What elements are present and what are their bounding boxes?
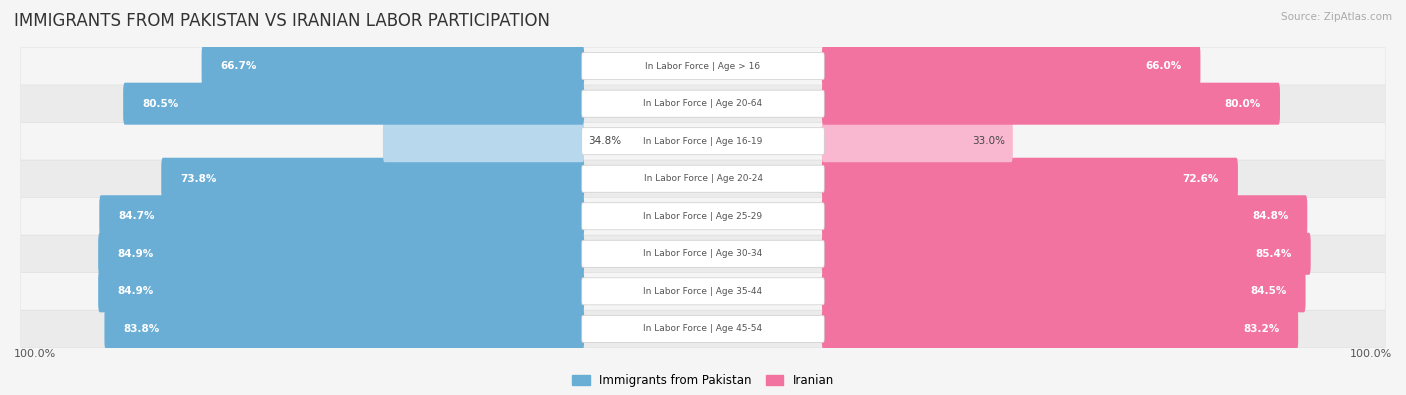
- Text: 84.5%: 84.5%: [1250, 286, 1286, 296]
- FancyBboxPatch shape: [100, 195, 583, 237]
- Text: 34.8%: 34.8%: [588, 136, 621, 146]
- Text: 84.9%: 84.9%: [117, 286, 153, 296]
- FancyBboxPatch shape: [582, 315, 824, 342]
- Text: In Labor Force | Age 25-29: In Labor Force | Age 25-29: [644, 212, 762, 221]
- FancyBboxPatch shape: [823, 120, 1012, 162]
- FancyBboxPatch shape: [21, 47, 1385, 85]
- Text: 80.0%: 80.0%: [1225, 99, 1261, 109]
- Legend: Immigrants from Pakistan, Iranian: Immigrants from Pakistan, Iranian: [572, 374, 834, 387]
- Text: 84.9%: 84.9%: [117, 249, 153, 259]
- FancyBboxPatch shape: [21, 198, 1385, 235]
- Text: 100.0%: 100.0%: [1350, 350, 1392, 359]
- FancyBboxPatch shape: [823, 45, 1201, 87]
- FancyBboxPatch shape: [823, 270, 1306, 312]
- Text: 100.0%: 100.0%: [14, 350, 56, 359]
- FancyBboxPatch shape: [21, 85, 1385, 122]
- FancyBboxPatch shape: [582, 53, 824, 80]
- FancyBboxPatch shape: [823, 195, 1308, 237]
- Text: 73.8%: 73.8%: [180, 174, 217, 184]
- FancyBboxPatch shape: [124, 83, 583, 125]
- Text: In Labor Force | Age 16-19: In Labor Force | Age 16-19: [644, 137, 762, 146]
- FancyBboxPatch shape: [582, 128, 824, 155]
- Text: 72.6%: 72.6%: [1182, 174, 1219, 184]
- Text: In Labor Force | Age 45-54: In Labor Force | Age 45-54: [644, 324, 762, 333]
- FancyBboxPatch shape: [823, 158, 1237, 200]
- Text: 66.7%: 66.7%: [221, 61, 257, 71]
- Text: 33.0%: 33.0%: [973, 136, 1005, 146]
- FancyBboxPatch shape: [104, 308, 583, 350]
- Text: 84.8%: 84.8%: [1251, 211, 1288, 221]
- FancyBboxPatch shape: [382, 120, 583, 162]
- FancyBboxPatch shape: [582, 203, 824, 230]
- FancyBboxPatch shape: [823, 233, 1310, 275]
- FancyBboxPatch shape: [21, 122, 1385, 160]
- Text: 83.8%: 83.8%: [124, 324, 160, 334]
- FancyBboxPatch shape: [582, 90, 824, 117]
- FancyBboxPatch shape: [21, 310, 1385, 348]
- Text: 80.5%: 80.5%: [142, 99, 179, 109]
- Text: IMMIGRANTS FROM PAKISTAN VS IRANIAN LABOR PARTICIPATION: IMMIGRANTS FROM PAKISTAN VS IRANIAN LABO…: [14, 12, 550, 30]
- FancyBboxPatch shape: [582, 165, 824, 192]
- Text: 85.4%: 85.4%: [1256, 249, 1292, 259]
- FancyBboxPatch shape: [21, 235, 1385, 273]
- Text: Source: ZipAtlas.com: Source: ZipAtlas.com: [1281, 12, 1392, 22]
- FancyBboxPatch shape: [98, 233, 583, 275]
- FancyBboxPatch shape: [21, 160, 1385, 198]
- FancyBboxPatch shape: [162, 158, 583, 200]
- FancyBboxPatch shape: [823, 308, 1298, 350]
- Text: In Labor Force | Age 35-44: In Labor Force | Age 35-44: [644, 287, 762, 296]
- Text: In Labor Force | Age > 16: In Labor Force | Age > 16: [645, 62, 761, 71]
- FancyBboxPatch shape: [582, 278, 824, 305]
- Text: 83.2%: 83.2%: [1243, 324, 1279, 334]
- Text: 84.7%: 84.7%: [118, 211, 155, 221]
- FancyBboxPatch shape: [201, 45, 583, 87]
- Text: In Labor Force | Age 20-64: In Labor Force | Age 20-64: [644, 99, 762, 108]
- Text: 66.0%: 66.0%: [1146, 61, 1181, 71]
- FancyBboxPatch shape: [582, 240, 824, 267]
- FancyBboxPatch shape: [823, 83, 1279, 125]
- Text: In Labor Force | Age 30-34: In Labor Force | Age 30-34: [644, 249, 762, 258]
- Text: In Labor Force | Age 20-24: In Labor Force | Age 20-24: [644, 174, 762, 183]
- FancyBboxPatch shape: [21, 273, 1385, 310]
- FancyBboxPatch shape: [98, 270, 583, 312]
